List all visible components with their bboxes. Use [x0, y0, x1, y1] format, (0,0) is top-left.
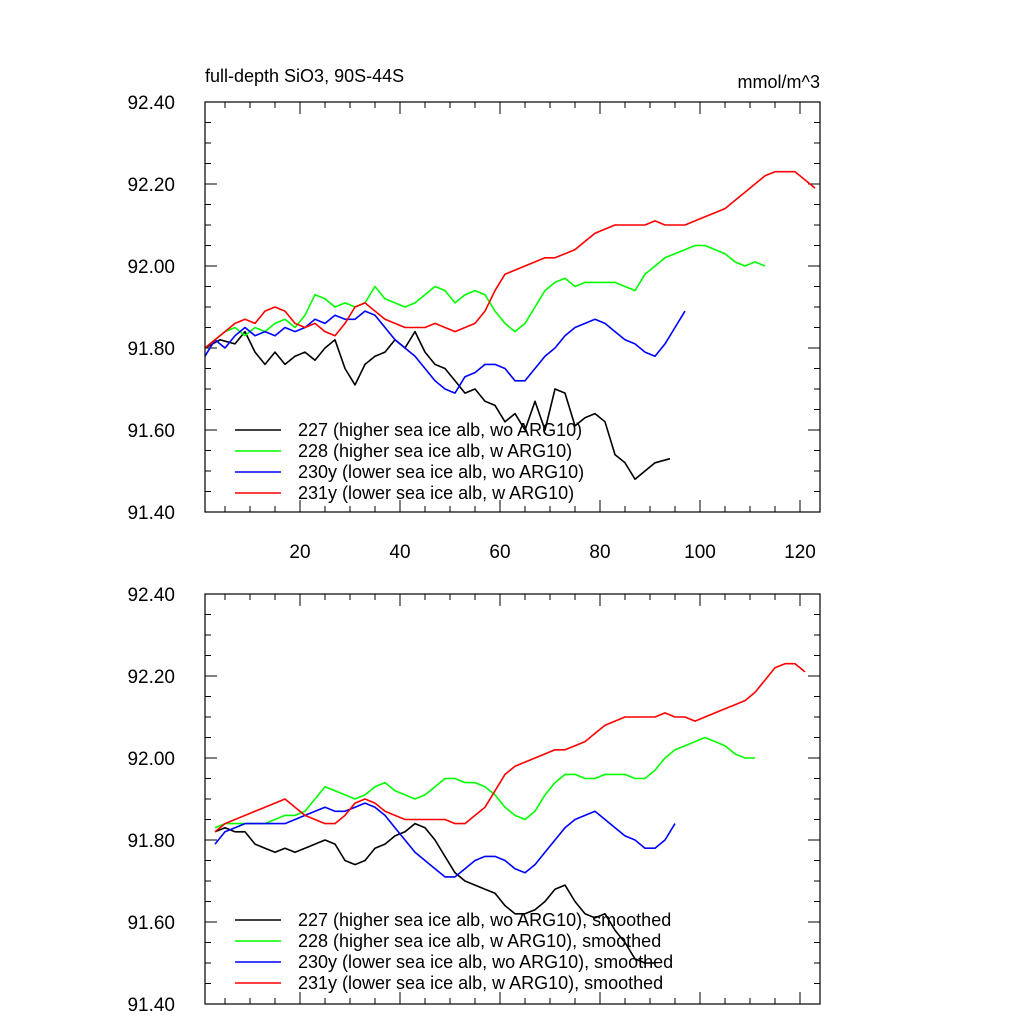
x-tick-label: 100	[684, 542, 716, 563]
y-tick-label: 92.20	[127, 175, 175, 196]
legend-label: 228 (higher sea ice alb, w ARG10)	[298, 441, 572, 461]
y-tick-label: 92.00	[127, 257, 175, 278]
x-tick-label: 20	[289, 542, 310, 563]
series-line-1	[214, 736, 755, 829]
legend-label: 230y (lower sea ice alb, wo ARG10)	[298, 462, 584, 482]
y-tick-label: 91.80	[127, 339, 175, 360]
chart-title: full-depth SiO3, 90S-44S	[205, 66, 404, 86]
legend-label: 231y (lower sea ice alb, w ARG10)	[298, 483, 574, 503]
units-label: mmol/m^3	[738, 72, 820, 92]
y-tick-label: 91.40	[127, 503, 175, 524]
y-tick-label: 91.80	[127, 831, 175, 852]
y-tick-label: 92.20	[127, 667, 175, 688]
x-tick-label: 60	[489, 542, 510, 563]
x-tick-label: 80	[589, 542, 610, 563]
series-line-0	[214, 822, 655, 964]
series-line-1	[204, 244, 766, 349]
legend-label: 227 (higher sea ice alb, wo ARG10), smoo…	[298, 910, 671, 930]
y-tick-label: 91.40	[127, 995, 175, 1016]
series-line-0	[204, 330, 671, 481]
x-tick-label: 40	[389, 542, 410, 563]
series-line-3	[214, 662, 806, 833]
y-tick-label: 92.40	[127, 93, 175, 114]
bottom-panel: 91.40 91.60 91.80 92.00 92.20 92.40 227 (highe…	[127, 585, 821, 1016]
legend-label: 230y (lower sea ice alb, wo ARG10), smoo…	[298, 952, 673, 972]
minor-ticks	[205, 101, 820, 513]
legend-label: 227 (higher sea ice alb, wo ARG10)	[298, 420, 582, 440]
x-tick-label: 120	[784, 542, 816, 563]
plot-frame	[204, 101, 821, 513]
series-line-2	[214, 802, 676, 878]
y-tick-label: 91.60	[127, 913, 175, 934]
y-tick-label: 92.00	[127, 749, 175, 770]
plot-frame	[204, 593, 821, 1005]
top-panel: full-depth SiO3, 90S-44S mmol/m^3 91.40 91.…	[127, 66, 821, 563]
y-tick-label: 91.60	[127, 421, 175, 442]
y-tick-label: 92.40	[127, 585, 175, 606]
series-line-2	[204, 310, 686, 394]
series-line-3	[204, 170, 816, 349]
legend-label: 228 (higher sea ice alb, w ARG10), smoot…	[298, 931, 661, 951]
legend-label: 231y (lower sea ice alb, w ARG10), smoot…	[298, 973, 663, 993]
